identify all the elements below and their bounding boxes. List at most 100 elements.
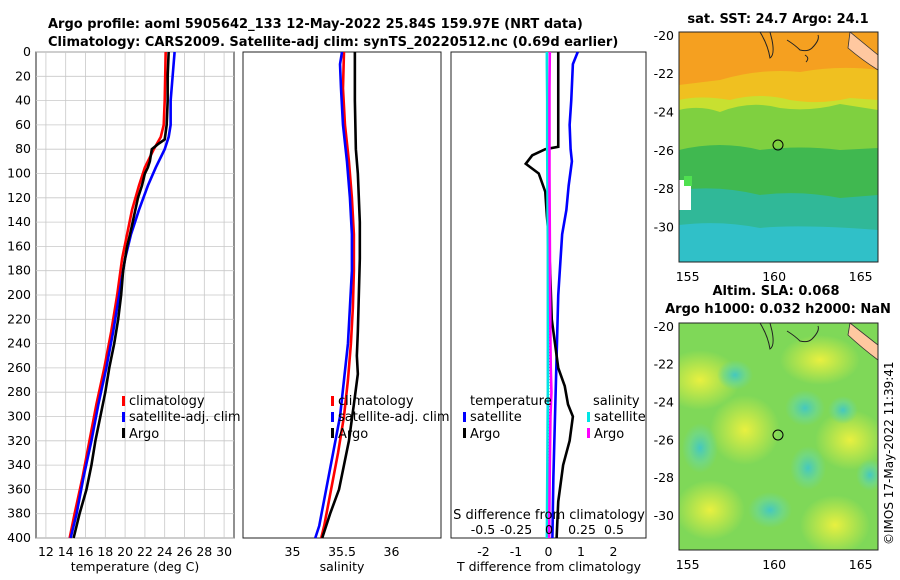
t-difference-tick: 1 bbox=[577, 544, 585, 559]
pressure-tick: 280 bbox=[7, 384, 31, 399]
salinity-tick-labels: 35 35.5 36 bbox=[285, 544, 400, 559]
latitude-tick: -20 bbox=[654, 28, 674, 43]
legend-argo-swatch bbox=[122, 428, 125, 438]
difference-panel: -2 -1 0 1 2 T difference from climatology te… bbox=[450, 51, 647, 574]
pressure-tick: 320 bbox=[7, 433, 31, 448]
salinity-tick: 36 bbox=[384, 544, 400, 559]
pressure-tick: 140 bbox=[7, 214, 31, 229]
longitude-tick: 165 bbox=[849, 269, 873, 284]
pressure-tick: 380 bbox=[7, 506, 31, 521]
sla-map-tick-labels: 155 160 165 -20 -22 -24 -26 -28 -30 bbox=[654, 319, 873, 572]
temperature-tick: 18 bbox=[97, 544, 113, 559]
salinity-panel: 35 35.5 36 salinity climatology satellite-… bbox=[242, 51, 450, 574]
argo-location-marker bbox=[772, 429, 784, 441]
legend-argo: Argo bbox=[129, 427, 159, 442]
series-argo bbox=[320, 52, 362, 539]
temperature-lines bbox=[68, 51, 176, 539]
sst-map-tick-labels: 155 160 165 -20 -22 -24 -26 -28 -30 bbox=[654, 28, 873, 284]
pressure-tick: 200 bbox=[7, 287, 31, 302]
temperature-legend: climatology satellite-adj. clim Argo bbox=[122, 394, 241, 442]
s-difference-tick-labels: -0.5 -0.25 0 0.25 0.5 bbox=[471, 522, 624, 537]
sst-map-title: sat. SST: 24.7 Argo: 24.1 bbox=[687, 12, 868, 27]
pressure-tick-labels: 0 20 40 60 80 100 120 140 160 180 200 220 240 260 280 3… bbox=[7, 44, 31, 545]
salinity-legend: climatology satellite-adj. clim Argo bbox=[331, 394, 450, 442]
legend-argo-swatch bbox=[331, 428, 334, 438]
sla-map-image bbox=[679, 323, 878, 550]
header-line-2: Climatology: CARS2009. Satellite-adj cli… bbox=[48, 35, 618, 50]
pressure-tick: 340 bbox=[7, 457, 31, 472]
s-difference-tick: -0.5 bbox=[471, 522, 495, 537]
pressure-tick: 220 bbox=[7, 311, 31, 326]
t-difference-tick: 2 bbox=[610, 544, 618, 559]
pressure-tick: 180 bbox=[7, 263, 31, 278]
sst-map-panel: sat. SST: 24.7 Argo: 24.1 155 160 165 -20 -2… bbox=[654, 12, 879, 284]
legend-s-argo: Argo bbox=[594, 427, 624, 442]
t-difference-tick: -2 bbox=[477, 544, 489, 559]
pressure-tick: 360 bbox=[7, 481, 31, 496]
latitude-tick: -22 bbox=[654, 357, 674, 372]
legend-salinity-title: salinity bbox=[593, 394, 640, 409]
salinity-xlabel: salinity bbox=[320, 559, 365, 574]
legend-climatology: climatology bbox=[338, 394, 414, 409]
temperature-tick-labels: 12 14 16 18 20 22 24 26 28 30 bbox=[38, 544, 232, 559]
s-difference-tick: 0 bbox=[545, 522, 553, 537]
temperature-tick: 28 bbox=[196, 544, 212, 559]
legend-satellite: satellite-adj. clim bbox=[129, 410, 241, 425]
pressure-tick: 80 bbox=[15, 141, 31, 156]
temperature-tick: 16 bbox=[78, 544, 94, 559]
salinity-tick: 35.5 bbox=[328, 544, 356, 559]
pressure-tick: 300 bbox=[7, 409, 31, 424]
temperature-panel: 0 20 40 60 80 100 120 140 160 180 200 220 240 260 280 3… bbox=[7, 44, 240, 574]
sst-map-image bbox=[679, 32, 878, 262]
legend-temperature-title: temperature bbox=[470, 394, 552, 409]
latitude-tick: -20 bbox=[654, 319, 674, 334]
legend-t-argo: Argo bbox=[470, 427, 500, 442]
latitude-tick: -24 bbox=[654, 105, 674, 120]
legend-s-satellite-swatch bbox=[587, 412, 590, 422]
legend-climatology: climatology bbox=[129, 394, 205, 409]
temperature-tick: 12 bbox=[38, 544, 54, 559]
latitude-tick: -26 bbox=[654, 143, 674, 158]
latitude-tick: -28 bbox=[654, 470, 674, 485]
legend-climatology-swatch bbox=[331, 396, 334, 406]
temperature-tick: 14 bbox=[58, 544, 74, 559]
salinity-lines bbox=[314, 51, 362, 539]
pressure-tick: 160 bbox=[7, 238, 31, 253]
pressure-tick: 0 bbox=[23, 44, 31, 59]
latitude-tick: -30 bbox=[654, 508, 674, 523]
pressure-tick: 400 bbox=[7, 530, 31, 545]
pressure-tick: 240 bbox=[7, 336, 31, 351]
header-line-1: Argo profile: aoml 5905642_133 12-May-20… bbox=[48, 17, 583, 32]
legend-argo: Argo bbox=[338, 427, 368, 442]
series-argo bbox=[72, 51, 170, 539]
legend-s-argo-swatch bbox=[587, 428, 590, 438]
s-difference-label: S difference from climatology bbox=[453, 508, 645, 523]
latitude-tick: -22 bbox=[654, 66, 674, 81]
pressure-tick: 100 bbox=[7, 166, 31, 181]
credit-text: ©IMOS 17-May-2022 11:39:41 bbox=[882, 361, 896, 545]
legend-t-argo-swatch bbox=[463, 428, 466, 438]
legend-t-satellite: satellite bbox=[470, 410, 522, 425]
latitude-tick: -30 bbox=[654, 220, 674, 235]
temperature-tick: 30 bbox=[216, 544, 232, 559]
legend-satellite: satellite-adj. clim bbox=[338, 410, 450, 425]
difference-lines bbox=[523, 51, 579, 539]
longitude-tick: 160 bbox=[762, 269, 786, 284]
latitude-tick: -28 bbox=[654, 181, 674, 196]
legend-climatology-swatch bbox=[122, 396, 125, 406]
sla-map-title: Altim. SLA: 0.068 bbox=[713, 284, 840, 299]
t-difference-tick: -1 bbox=[510, 544, 522, 559]
legend-satellite-swatch bbox=[122, 412, 125, 422]
t-difference-xlabel: T difference from climatology bbox=[456, 559, 642, 574]
legend-s-satellite: satellite bbox=[594, 410, 646, 425]
t-difference-tick: 0 bbox=[545, 544, 553, 559]
series-climatology bbox=[319, 51, 356, 539]
temperature-xlabel: temperature (deg C) bbox=[71, 559, 200, 574]
s-difference-tick: -0.25 bbox=[500, 522, 532, 537]
series-s-satellite bbox=[545, 52, 550, 539]
difference-legend: temperature salinity satellite Argo sate… bbox=[463, 394, 646, 442]
temperature-tick: 20 bbox=[117, 544, 133, 559]
pressure-tick: 20 bbox=[15, 68, 31, 83]
series-climatology bbox=[68, 51, 167, 539]
